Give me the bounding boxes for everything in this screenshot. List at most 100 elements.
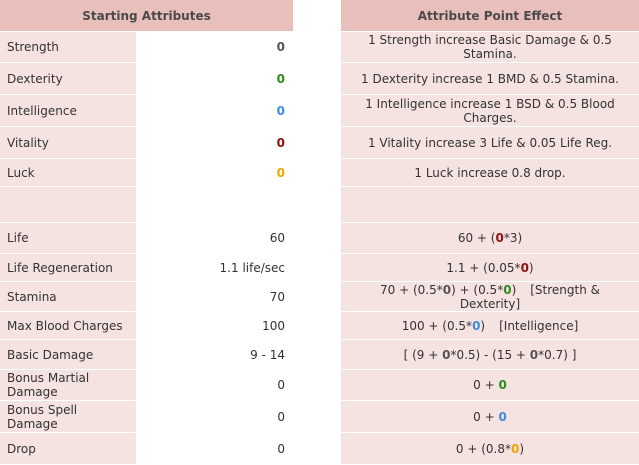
attribute-label-strength: Strength [0,32,136,63]
table-row: Max Blood Charges 100 [0,312,293,340]
stat-label-bonus-martial-damage: Bonus Martial Damage [0,370,136,401]
table-row: 1 Dexterity increase 1 BMD & 0.5 Stamina… [341,63,639,95]
spacer-row [0,187,293,223]
stat-value-bonus-spell-damage: 0 [136,401,293,433]
attribute-label-intelligence: Intelligence [0,95,136,127]
table-row: Drop 0 [0,433,293,465]
table-row: Strength 0 [0,32,293,63]
table-row: 60 + (0*3) [341,223,639,254]
formula-text: 1.1 + (0.05* [446,260,521,275]
table-row: 0 + 0 [341,401,639,433]
stat-label-basic-damage: Basic Damage [0,340,136,370]
stat-value-basic-damage: 9 - 14 [136,340,293,370]
formula-text: 100 + (0.5* [401,318,473,333]
formula-text: *0.7) ] [538,347,577,362]
table-row: Luck 0 [0,159,293,187]
stat-value-life-regeneration: 1.1 life/sec [136,254,293,282]
table-row: Basic Damage 9 - 14 [0,340,293,370]
attribute-value-dexterity: 0 [136,63,293,95]
table-row: Dexterity 0 [0,63,293,95]
formula-basic-damage: [ (9 + 0*0.5) - (15 + 0*0.7) ] [341,340,639,370]
vitality-value: 0 [495,231,504,245]
spacer-cell [341,187,639,223]
formula-stamina: 70 + (0.5*0) + (0.5*0) [Strength & Dexter… [341,282,639,312]
effect-intelligence: 1 Intelligence increase 1 BSD & 0.5 Bloo… [341,95,639,127]
attribute-label-dexterity: Dexterity [0,63,136,95]
attribute-value-vitality: 0 [136,127,293,159]
stat-label-bonus-spell-damage: Bonus Spell Damage [0,401,136,433]
starting-attributes-header: Starting Attributes [0,0,293,32]
formula-drop: 0 + (0.8*0) [341,433,639,465]
intelligence-value: 0 [498,409,507,424]
attribute-value-luck: 0 [136,159,293,187]
intelligence-value: 0 [472,318,481,333]
table-row: 70 + (0.5*0) + (0.5*0) [Strength & Dexter… [341,282,639,312]
dexterity-value: 0 [503,282,512,297]
attribute-point-effect-header: Attribute Point Effect [341,0,639,32]
attribute-label-luck: Luck [0,159,136,187]
formula-text: 60 + ( [457,231,496,245]
formula-life-regeneration: 1.1 + (0.05*0) [341,254,639,282]
formula-tag: [Intelligence] [499,318,579,333]
table-row: 0 + (0.8*0) [341,433,639,465]
luck-value: 0 [511,441,520,456]
formula-text: ) [480,318,486,333]
stat-value-bonus-martial-damage: 0 [136,370,293,401]
formula-text: ) [511,282,517,297]
stat-label-life: Life [0,223,136,254]
attribute-label-vitality: Vitality [0,127,136,159]
strength-value: 0 [442,347,451,362]
strength-value: 0 [442,282,452,297]
formula-life: 60 + (0*3) [341,223,639,254]
formula-text: ) [519,441,525,456]
table-row: Vitality 0 [0,127,293,159]
table-row: 1 Vitality increase 3 Life & 0.05 Life R… [341,127,639,159]
formula-text: *3) [503,231,523,245]
formula-text: 0 + [473,409,499,424]
vitality-value: 0 [520,260,529,275]
table-row: Life Regeneration 1.1 life/sec [0,254,293,282]
starting-attributes-table: Starting Attributes Strength 0 Dexterity… [0,0,293,465]
effect-dexterity: 1 Dexterity increase 1 BMD & 0.5 Stamina… [341,63,639,95]
stat-label-max-blood-charges: Max Blood Charges [0,312,136,340]
formula-max-blood-charges: 100 + (0.5*0) [Intelligence] [341,312,639,340]
attribute-point-effect-table: Attribute Point Effect 1 Strength increa… [341,0,639,465]
table-row: Bonus Spell Damage 0 [0,401,293,433]
attribute-value-intelligence: 0 [136,95,293,127]
spacer-cell [136,187,293,223]
effect-strength: 1 Strength increase Basic Damage & 0.5 S… [341,32,639,63]
formula-text: [ (9 + [403,347,443,362]
table-row: [ (9 + 0*0.5) - (15 + 0*0.7) ] [341,340,639,370]
effect-luck: 1 Luck increase 0.8 drop. [341,159,639,187]
table-row: Life 60 [0,223,293,254]
table-row: 0 + 0 [341,370,639,401]
strength-value: 0 [529,347,539,362]
formula-bonus-martial-damage: 0 + 0 [341,370,639,401]
formula-text: 0 + (0.8* [455,441,512,456]
dexterity-value: 0 [498,378,507,392]
table-row: Bonus Martial Damage 0 [0,370,293,401]
table-row: Stamina 70 [0,282,293,312]
stat-value-max-blood-charges: 100 [136,312,293,340]
stat-value-life: 60 [136,223,293,254]
formula-text: 70 + (0.5* [379,282,443,297]
formula-tag: [Strength & Dexterity] [459,282,601,311]
stat-value-stamina: 70 [136,282,293,312]
spacer-cell [0,187,136,223]
table-row: Intelligence 0 [0,95,293,127]
table-row: 1 Strength increase Basic Damage & 0.5 S… [341,32,639,63]
formula-text: ) [528,260,534,275]
stat-label-drop: Drop [0,433,136,465]
stat-label-stamina: Stamina [0,282,136,312]
table-row: 100 + (0.5*0) [Intelligence] [341,312,639,340]
spacer-row [341,187,639,223]
effect-vitality: 1 Vitality increase 3 Life & 0.05 Life R… [341,127,639,159]
formula-text: *0.5) - (15 + [450,347,530,362]
attribute-value-strength: 0 [136,32,293,63]
table-row: 1 Luck increase 0.8 drop. [341,159,639,187]
table-row: 1.1 + (0.05*0) [341,254,639,282]
formula-text: 0 + [473,378,499,392]
stat-label-life-regeneration: Life Regeneration [0,254,136,282]
stat-value-drop: 0 [136,433,293,465]
table-row: 1 Intelligence increase 1 BSD & 0.5 Bloo… [341,95,639,127]
